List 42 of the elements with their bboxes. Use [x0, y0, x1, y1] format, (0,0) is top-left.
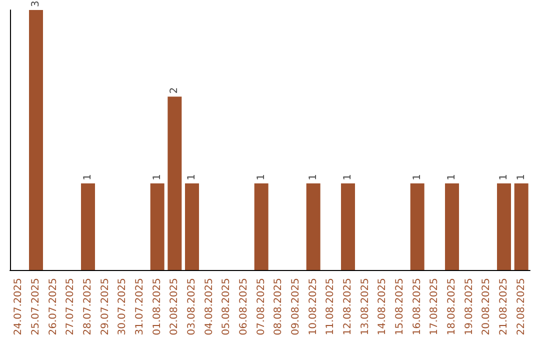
- x-tick-label: 07.08.2025: [256, 278, 267, 336]
- x-tick-label: 15.08.2025: [394, 278, 406, 336]
- x-tick-label: 17.08.2025: [429, 278, 440, 336]
- x-tick-label: 09.08.2025: [290, 278, 302, 336]
- x-tick-label: 27.07.2025: [65, 278, 76, 336]
- x-tick-label: 31.07.2025: [134, 278, 146, 336]
- x-tick-label: 03.08.2025: [186, 278, 198, 336]
- x-tick-label: 11.08.2025: [325, 278, 336, 336]
- x-tick-label: 28.07.2025: [82, 278, 94, 336]
- x-tick-label: 10.08.2025: [308, 278, 319, 336]
- x-tick-label: 21.08.2025: [498, 278, 510, 336]
- x-tick-label: 20.08.2025: [481, 278, 492, 336]
- x-tick-label: 04.08.2025: [204, 278, 215, 336]
- data-label: 1: [516, 174, 527, 180]
- data-label: 1: [446, 174, 458, 180]
- x-tick-label: 14.08.2025: [377, 278, 388, 336]
- data-label: 1: [412, 174, 423, 180]
- x-tick-label: 12.08.2025: [342, 278, 354, 336]
- data-label: 1: [342, 174, 354, 180]
- x-tick-label: 05.08.2025: [221, 278, 232, 336]
- x-tick-label: 25.07.2025: [30, 278, 42, 336]
- data-label: 1: [308, 174, 319, 180]
- data-label: 1: [82, 174, 94, 180]
- x-tick-label: 19.08.2025: [464, 278, 475, 336]
- x-tick-label: 06.08.2025: [238, 278, 250, 336]
- x-tick-label: 16.08.2025: [412, 278, 423, 336]
- x-tick-label: 29.07.2025: [100, 278, 111, 336]
- data-label: 1: [256, 174, 267, 180]
- x-tick-label: 08.08.2025: [273, 278, 284, 336]
- x-tick-label: 02.08.2025: [169, 278, 180, 336]
- data-label: 3: [30, 0, 42, 7]
- data-label: 2: [169, 87, 180, 94]
- data-label: 1: [152, 174, 163, 180]
- x-tick-label: 26.07.2025: [48, 278, 59, 336]
- x-tick-label: 18.08.2025: [446, 278, 458, 336]
- data-label: 1: [498, 174, 510, 180]
- x-tick-label: 30.07.2025: [117, 278, 128, 336]
- data-label: 1: [186, 174, 198, 180]
- x-tick-label: 22.08.2025: [516, 278, 527, 336]
- x-tick-label: 24.07.2025: [13, 278, 24, 336]
- x-tick-label: 01.08.2025: [152, 278, 163, 336]
- x-tick-label: 13.08.2025: [360, 278, 371, 336]
